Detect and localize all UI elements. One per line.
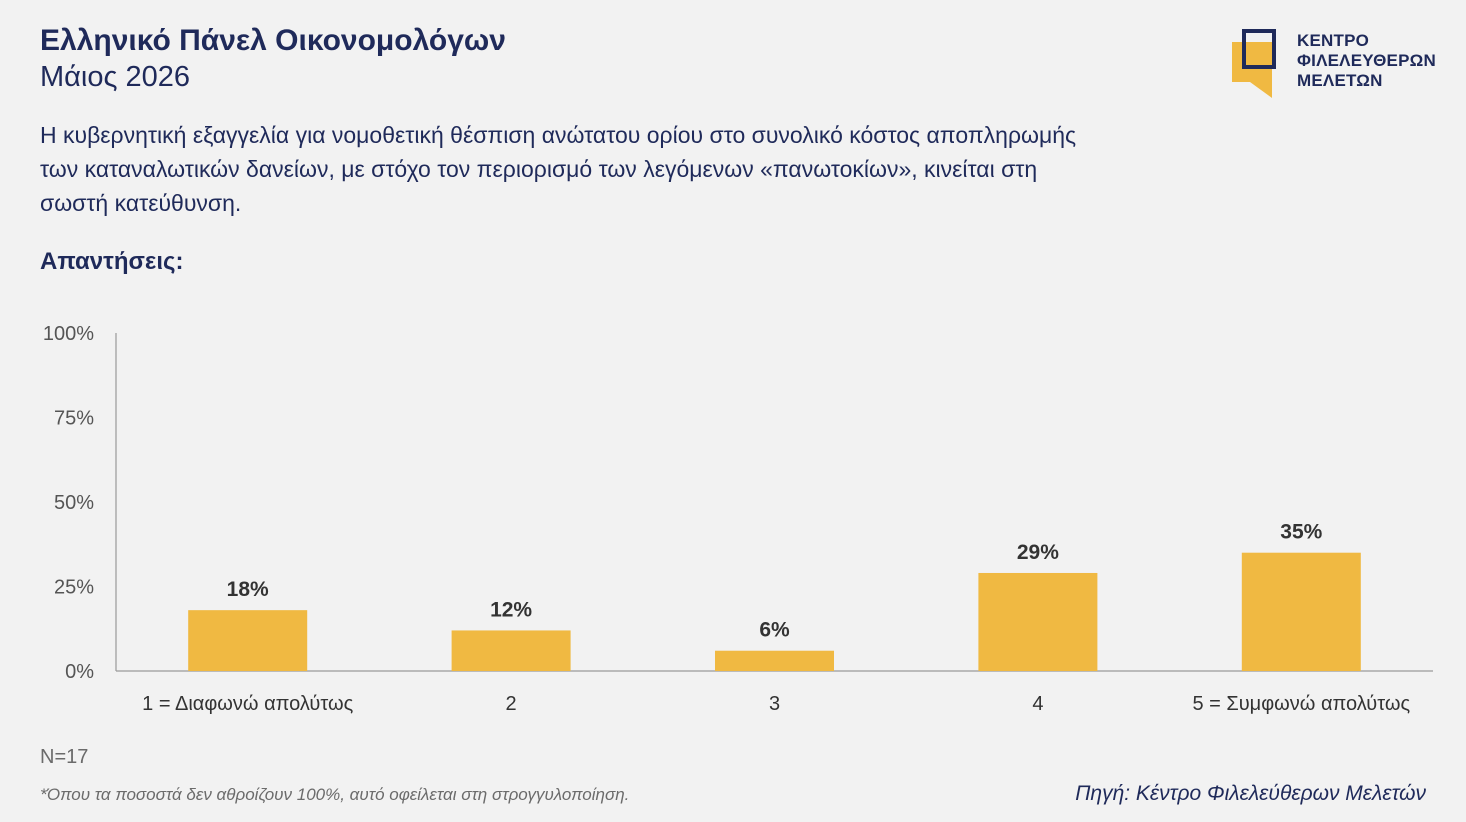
x-category-label: 5 = Συμφωνώ απολύτως — [1192, 693, 1410, 715]
bar-3 — [715, 650, 834, 671]
bar-value-label: 18% — [227, 578, 269, 601]
x-category-label: 4 — [1032, 693, 1043, 715]
bar-value-label: 29% — [1017, 541, 1059, 564]
logo-line-1: ΚΕΝΤΡΟ — [1297, 31, 1370, 50]
sample-size: N=17 — [40, 746, 89, 768]
y-tick-label: 50% — [54, 492, 94, 514]
bar-2 — [451, 630, 571, 671]
survey-date: Μάιος 2026 — [40, 61, 191, 93]
x-category-label: 3 — [769, 693, 780, 715]
y-tick-label: 100% — [43, 323, 94, 345]
kfm-logo: ΚΕΝΤΡΟ ΦΙΛΕΛΕΥΘΕΡΩΝ ΜΕΛΕΤΩΝ — [1230, 28, 1440, 100]
survey-question: Η κυβερνητική εξαγγελία για νομοθετική θ… — [40, 122, 1077, 216]
bar-value-label: 12% — [490, 598, 532, 621]
logo-text: ΚΕΝΤΡΟ ΦΙΛΕΛΕΥΘΕΡΩΝ ΜΕΛΕΤΩΝ — [1297, 31, 1436, 91]
x-category-label: 1 = Διαφωνώ απολύτως — [142, 693, 353, 715]
logo-line-2: ΦΙΛΕΛΕΥΘΕΡΩΝ — [1297, 51, 1436, 70]
bar-1 — [188, 610, 308, 671]
logo-line-3: ΜΕΛΕΤΩΝ — [1297, 71, 1383, 90]
bar-value-label: 6% — [759, 619, 790, 642]
page-title: Ελληνικό Πάνελ Οικονομολόγων — [40, 24, 506, 57]
y-tick-label: 0% — [65, 661, 94, 683]
bar-5 — [1241, 552, 1361, 671]
rounding-footnote: *Όπου τα ποσοστά δεν αθροίζουν 100%, αυτ… — [40, 785, 630, 804]
answers-heading: Απαντήσεις: — [40, 248, 184, 275]
bar-4 — [978, 572, 1098, 671]
y-tick-label: 25% — [54, 577, 94, 599]
speech-bubble-logo-icon — [1232, 29, 1276, 98]
bar-value-label: 35% — [1280, 521, 1322, 544]
bar-chart: 0% 25% 50% 75% 100% 18% 1 = Διαφωνώ απολύτως 12… — [43, 323, 1433, 715]
x-category-label: 2 — [506, 693, 517, 715]
source-label: Πηγή: Κέντρο Φιλελεύθερων Μελετών — [1075, 782, 1426, 805]
y-tick-label: 75% — [54, 408, 94, 430]
